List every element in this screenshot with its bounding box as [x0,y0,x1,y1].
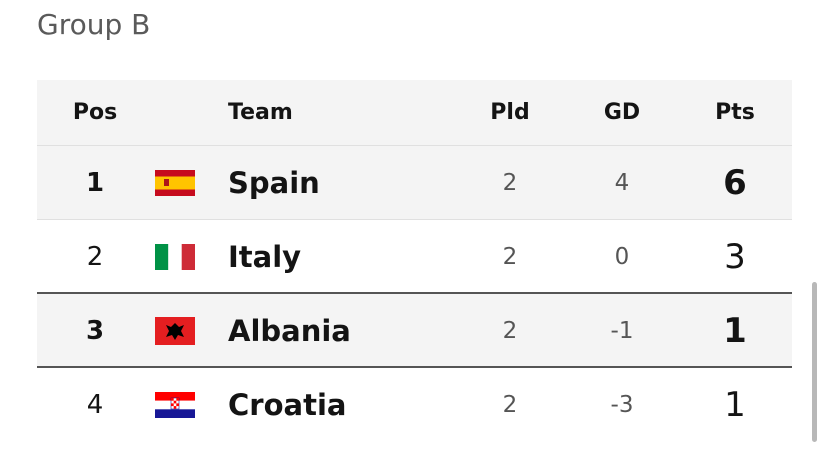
header-row: Pos Team Pld GD Pts [37,80,792,145]
header-cell: GD [603,100,641,125]
flag [155,294,195,368]
played: 2 [502,318,518,344]
group-title: Group B [37,8,151,41]
position: 4 [86,390,104,420]
played: 2 [502,392,518,418]
position: 2 [86,241,104,272]
team-name[interactable]: Albania [228,314,351,348]
team-name[interactable]: Spain [228,166,320,200]
header-cell: Pos [72,100,118,125]
points: 1 [724,385,746,425]
team-row[interactable]: 3 Albania 2 -1 1 [37,292,792,368]
team-name[interactable]: Italy [228,239,302,274]
flag-icon [155,243,195,270]
flag-icon [155,170,195,196]
goal-difference: -3 [610,392,634,418]
goal-difference: 4 [614,170,630,196]
played: 2 [502,243,518,270]
team-row[interactable]: 2 Italy 2 0 3 [37,219,792,293]
flag-icon [155,317,195,345]
goal-difference: 0 [614,243,630,270]
team-row[interactable]: 1 Spain 2 4 6 [37,145,792,220]
flag-icon [155,392,195,418]
points: 6 [723,163,747,203]
team-row[interactable]: 4 Croatia 2 -3 1 [37,366,792,442]
points: 3 [724,236,746,277]
flag [155,368,195,442]
played: 2 [502,170,518,196]
position: 1 [85,168,105,198]
goal-difference: -1 [610,318,634,344]
header-cell: Team [228,100,293,125]
scrollbar[interactable] [812,282,817,442]
position: 3 [85,316,105,346]
flag [155,146,195,220]
points: 1 [723,311,747,351]
header-cell: Pld [490,100,530,125]
team-name[interactable]: Croatia [228,388,347,422]
flag [155,220,195,293]
header-cell: Pts [715,100,755,125]
